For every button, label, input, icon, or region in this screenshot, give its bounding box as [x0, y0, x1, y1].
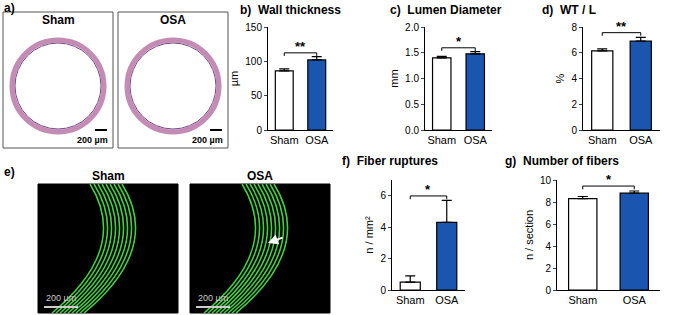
svg-text:OSA: OSA: [305, 134, 329, 146]
svg-text:1.0: 1.0: [405, 73, 419, 84]
svg-text:0.5: 0.5: [405, 99, 419, 110]
svg-text:50: 50: [251, 90, 263, 101]
svg-text:100: 100: [245, 56, 262, 67]
svg-text:2: 2: [380, 253, 386, 264]
svg-text:Sham: Sham: [42, 13, 75, 27]
svg-text:0: 0: [571, 125, 577, 136]
svg-text:e): e): [4, 165, 15, 179]
svg-text:1.5: 1.5: [405, 47, 419, 58]
svg-text:OSA: OSA: [247, 169, 273, 183]
svg-text:a): a): [4, 1, 15, 15]
svg-text:200 µm: 200 µm: [192, 135, 223, 145]
svg-text:c) Lumen Diameter: c) Lumen Diameter: [390, 3, 502, 17]
svg-text:OSA: OSA: [160, 13, 186, 27]
svg-text:*: *: [606, 172, 612, 187]
svg-text:g) Number of fibers: g) Number of fibers: [505, 154, 619, 168]
svg-text:10: 10: [540, 175, 552, 186]
svg-text:2.0: 2.0: [405, 22, 419, 33]
svg-text:f) Fiber ruptures: f) Fiber ruptures: [342, 154, 438, 168]
svg-text:0.0: 0.0: [405, 125, 419, 136]
svg-text:**: **: [616, 19, 627, 34]
svg-text:6: 6: [545, 219, 551, 230]
svg-text:200 µm: 200 µm: [46, 293, 76, 303]
svg-text:6: 6: [380, 190, 386, 201]
svg-text:n / mm²: n / mm²: [363, 216, 375, 254]
svg-text:*: *: [425, 182, 431, 197]
svg-text:OSA: OSA: [435, 294, 459, 306]
svg-text:200 µm: 200 µm: [77, 135, 108, 145]
svg-text:µm: µm: [228, 71, 240, 87]
svg-text:8: 8: [545, 197, 551, 208]
svg-text:Sham: Sham: [270, 134, 299, 146]
svg-text:mm: mm: [388, 69, 400, 87]
svg-text:b) Wall thickness: b) Wall thickness: [240, 3, 341, 17]
svg-text:Sham: Sham: [396, 294, 425, 306]
svg-text:Sham: Sham: [92, 169, 125, 183]
svg-text:2: 2: [571, 99, 577, 110]
svg-text:Sham: Sham: [568, 294, 597, 306]
svg-text:Sham: Sham: [588, 134, 617, 146]
svg-text:%: %: [554, 73, 566, 83]
svg-text:*: *: [456, 34, 462, 49]
svg-text:200 µm: 200 µm: [198, 293, 228, 303]
svg-text:0: 0: [380, 285, 386, 296]
svg-text:OSA: OSA: [629, 134, 653, 146]
svg-text:0: 0: [545, 285, 551, 296]
svg-text:**: **: [295, 39, 306, 54]
svg-text:2: 2: [545, 263, 551, 274]
svg-text:n / section: n / section: [523, 210, 535, 260]
svg-text:4: 4: [571, 73, 577, 84]
svg-text:Sham: Sham: [427, 134, 456, 146]
svg-text:d) WT / L: d) WT / L: [542, 3, 596, 17]
svg-text:OSA: OSA: [623, 294, 647, 306]
svg-text:0: 0: [256, 125, 262, 136]
svg-text:4: 4: [545, 241, 551, 252]
svg-text:OSA: OSA: [464, 134, 488, 146]
svg-text:6: 6: [571, 47, 577, 58]
svg-text:8: 8: [571, 22, 577, 33]
svg-text:150: 150: [245, 22, 262, 33]
svg-text:4: 4: [380, 222, 386, 233]
